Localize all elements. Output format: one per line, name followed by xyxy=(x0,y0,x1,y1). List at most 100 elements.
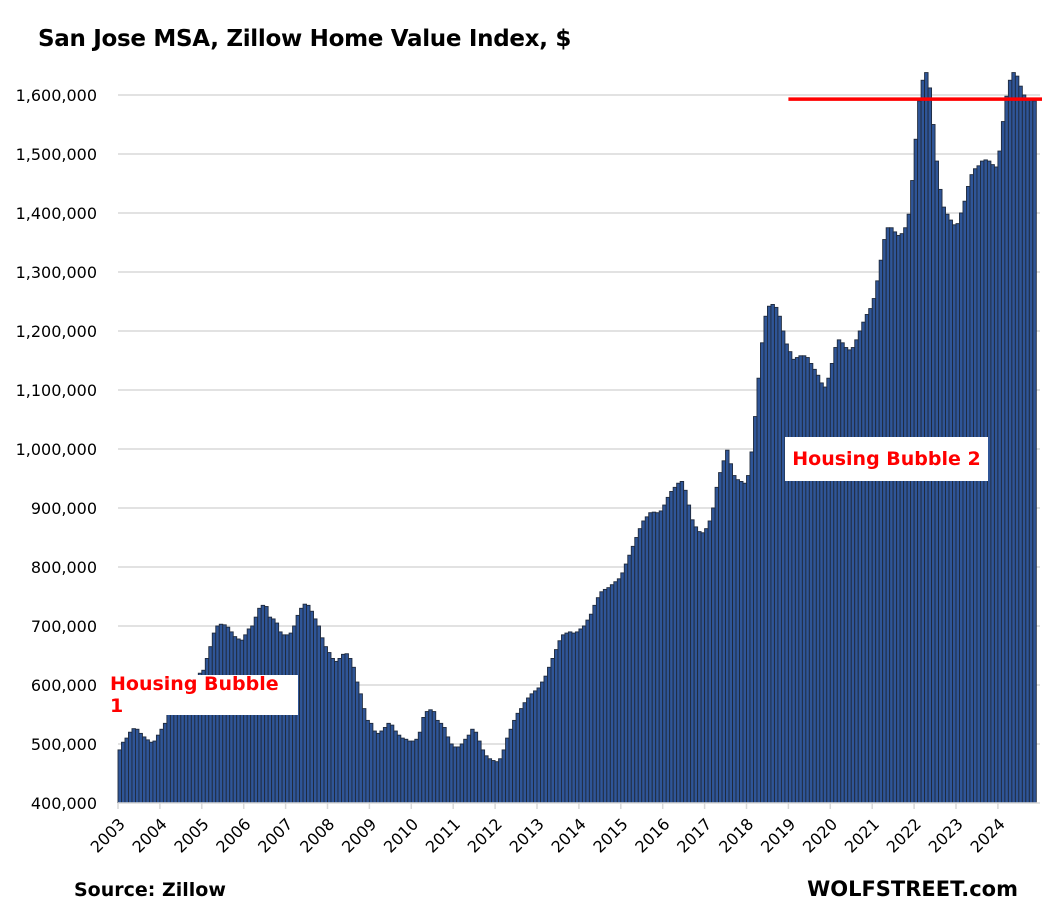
bar xyxy=(519,708,524,804)
bar xyxy=(627,554,632,804)
annotation-housing-bubble-2: Housing Bubble 2 xyxy=(785,437,988,481)
bar xyxy=(742,482,747,804)
y-tick-label: 1,600,000 xyxy=(16,86,97,105)
bar xyxy=(540,681,545,804)
x-tick-label: 2020 xyxy=(799,814,841,856)
bar xyxy=(655,512,660,804)
bar xyxy=(997,150,1002,804)
bar xyxy=(847,349,852,804)
bar xyxy=(892,231,898,804)
bar xyxy=(665,496,671,804)
y-tick-label: 1,000,000 xyxy=(16,440,97,459)
bar xyxy=(885,227,891,804)
y-tick-label: 1,400,000 xyxy=(16,204,97,223)
bar xyxy=(1011,72,1016,804)
bar xyxy=(372,730,377,804)
brand-label: WOLFSTREET.com xyxy=(807,877,1018,901)
bar xyxy=(662,504,667,804)
y-tick-label: 500,000 xyxy=(31,735,97,754)
bar xyxy=(121,741,126,804)
bar xyxy=(780,330,786,804)
x-tick-label: 2007 xyxy=(254,814,296,856)
bar xyxy=(403,738,409,804)
bar xyxy=(529,693,534,804)
bar xyxy=(651,511,657,804)
bar xyxy=(330,658,335,804)
y-tick-label: 400,000 xyxy=(31,794,97,813)
bar xyxy=(407,740,412,804)
bar xyxy=(358,693,363,804)
bar xyxy=(281,634,287,804)
bar xyxy=(976,165,981,804)
bar xyxy=(155,734,161,804)
annotation-housing-bubble-1: Housing Bubble 1 xyxy=(110,673,298,717)
bar xyxy=(211,632,217,804)
bar xyxy=(299,607,304,804)
bar xyxy=(906,213,912,804)
bar xyxy=(707,520,713,804)
bar xyxy=(554,649,559,804)
bar xyxy=(679,481,685,804)
bar xyxy=(798,355,803,804)
bar xyxy=(1000,121,1006,804)
bar xyxy=(1004,95,1009,804)
y-tick-label: 700,000 xyxy=(31,617,97,636)
bar xyxy=(787,351,793,804)
bar xyxy=(606,587,611,804)
y-tick-label: 1,300,000 xyxy=(16,263,97,282)
bar xyxy=(124,737,129,804)
bar xyxy=(515,712,520,804)
bar xyxy=(993,166,999,804)
bar xyxy=(1025,97,1030,804)
bar xyxy=(934,160,939,804)
bar xyxy=(714,486,720,804)
bar xyxy=(166,714,171,804)
bar xyxy=(498,758,503,804)
bar xyxy=(829,363,835,804)
bar xyxy=(585,619,590,804)
bar xyxy=(169,705,175,804)
bar xyxy=(1014,75,1020,804)
bar xyxy=(634,537,639,804)
bar xyxy=(990,164,995,804)
bar xyxy=(494,761,500,804)
bar xyxy=(145,739,150,804)
bar xyxy=(449,743,454,804)
bar xyxy=(365,719,370,804)
bar xyxy=(361,708,367,804)
bar xyxy=(571,632,576,804)
bar xyxy=(473,731,479,804)
bar xyxy=(1032,100,1037,804)
bar xyxy=(564,632,569,804)
bar xyxy=(239,639,245,804)
bar xyxy=(850,347,856,804)
bar xyxy=(491,760,496,804)
bar xyxy=(512,719,517,804)
bar xyxy=(739,481,744,804)
bar xyxy=(320,637,325,804)
bar xyxy=(410,740,416,804)
bar xyxy=(760,342,765,804)
bar xyxy=(973,168,978,804)
bar xyxy=(903,227,908,804)
bar xyxy=(794,357,800,804)
bar xyxy=(578,628,583,804)
bar xyxy=(784,343,789,804)
bar xyxy=(979,160,985,804)
bar xyxy=(700,532,706,804)
bar xyxy=(941,206,946,804)
bar xyxy=(470,728,475,804)
bar xyxy=(344,653,349,804)
bar xyxy=(889,227,894,804)
bar xyxy=(725,449,730,804)
bar xyxy=(749,451,754,804)
bar xyxy=(229,631,234,804)
y-tick-label: 800,000 xyxy=(31,558,97,577)
bar xyxy=(421,717,426,804)
bar xyxy=(431,711,437,804)
bar xyxy=(337,658,342,804)
bar xyxy=(417,731,423,804)
bar xyxy=(955,223,960,804)
bar xyxy=(138,732,143,804)
bar xyxy=(854,339,859,804)
